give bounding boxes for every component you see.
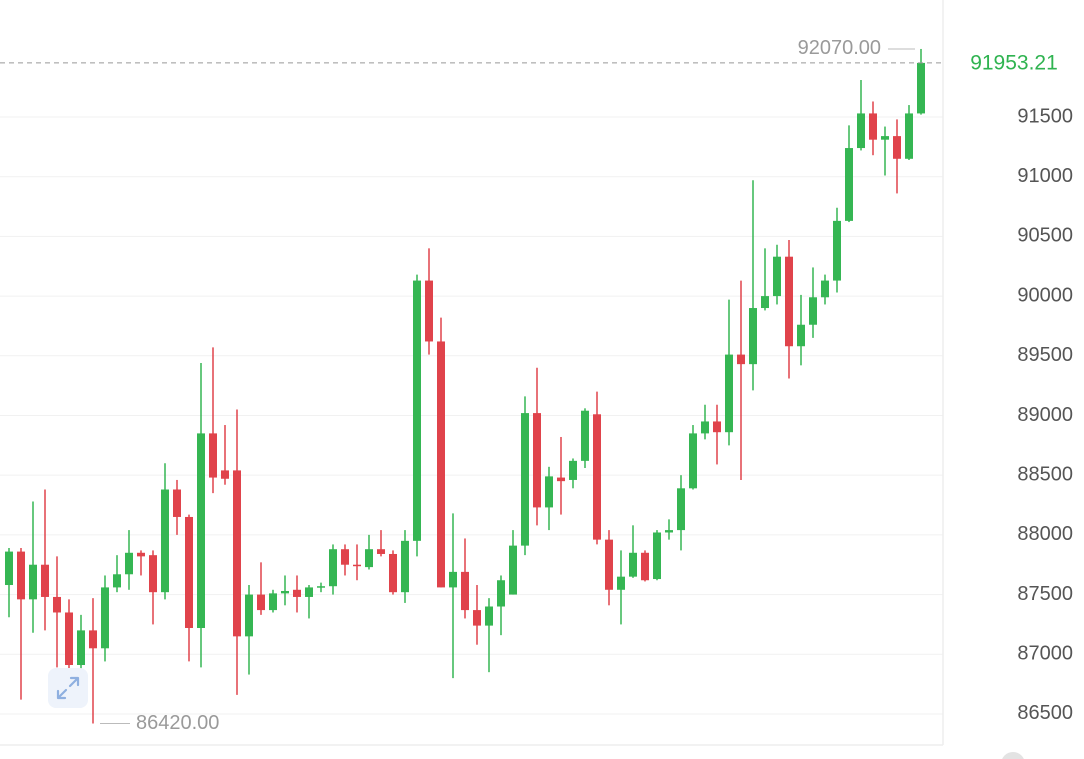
candle-body [713, 421, 721, 433]
candle-body [689, 433, 697, 489]
candle-body [857, 113, 865, 149]
candle-body [473, 610, 481, 626]
candle-body [569, 460, 577, 480]
candle-body [869, 113, 877, 140]
scroll-button[interactable] [1001, 752, 1025, 759]
candle-body [341, 549, 349, 565]
candle-body [545, 476, 553, 508]
candle-body [821, 280, 829, 298]
candle-body [221, 470, 229, 479]
candle-body [701, 421, 709, 434]
last-price-label: 91953.21 [970, 51, 1058, 74]
candle-body [281, 590, 289, 594]
y-tick-label: 91500 [1017, 105, 1073, 127]
y-tick-label: 89500 [1017, 344, 1073, 366]
candle-body [809, 297, 817, 325]
candle-body [389, 553, 397, 593]
candle-body [617, 576, 625, 590]
candle-body [533, 413, 541, 508]
candle-body [125, 552, 133, 575]
candle-body [173, 489, 181, 517]
candle-body [737, 354, 745, 365]
candle-body [665, 530, 673, 533]
candle-body [245, 594, 253, 637]
candle-body [41, 564, 49, 597]
candle-body [185, 516, 193, 628]
candle-body [113, 574, 121, 588]
candle-body [509, 545, 517, 595]
candle-body [905, 113, 913, 159]
candle-body [557, 477, 565, 482]
candle-body [773, 256, 781, 297]
y-tick-label: 88500 [1017, 463, 1073, 485]
candle-body [917, 62, 925, 114]
candle-body [677, 488, 685, 531]
candle-body [497, 580, 505, 607]
candle-body [257, 594, 265, 611]
low-label: 86420.00 [136, 712, 219, 734]
candle-body [425, 280, 433, 342]
candle-body [377, 549, 385, 554]
candle-body [581, 410, 589, 461]
candle-body [77, 630, 85, 666]
candle-body [149, 555, 157, 593]
candle-body [749, 308, 757, 365]
candle-body [485, 606, 493, 626]
candle-body [653, 532, 661, 580]
candle-body [785, 256, 793, 347]
y-tick-label: 87500 [1017, 583, 1073, 605]
candle-body [161, 489, 169, 593]
last-price-bg [950, 46, 1082, 79]
candle-body [329, 549, 337, 587]
candle-body [845, 148, 853, 221]
candle-body [293, 589, 301, 597]
plot: 86500 87000 87500 88000 88500 89000 89500 90000… [0, 37, 1082, 734]
y-tick-label: 90500 [1017, 225, 1073, 247]
candle-body [833, 220, 841, 281]
y-tick-label: 90000 [1017, 284, 1073, 306]
candle-body [881, 136, 889, 140]
candle-body [797, 324, 805, 347]
y-tick-label: 88000 [1017, 523, 1073, 545]
candle-body [29, 564, 37, 600]
candle-body [89, 630, 97, 649]
candle-body [305, 587, 313, 597]
high-label: 92070.00 [798, 37, 881, 59]
y-tick-label: 87000 [1017, 643, 1073, 665]
candle-body [137, 552, 145, 557]
candle-body [449, 571, 457, 588]
candle-body [197, 433, 205, 628]
y-tick-label: 89000 [1017, 404, 1073, 426]
expand-icon[interactable] [48, 668, 88, 708]
candle-body [521, 413, 529, 546]
candle-body [413, 280, 421, 541]
candle-body [401, 540, 409, 593]
candle-body [437, 341, 445, 588]
candle-body [5, 551, 13, 586]
candle-body [893, 136, 901, 159]
candle-body [317, 586, 325, 588]
candle-body [593, 414, 601, 540]
candle-body [17, 551, 25, 600]
candle-body [53, 596, 61, 613]
candle-body [605, 539, 613, 590]
y-tick-label: 86500 [1017, 702, 1073, 724]
candle-body [101, 587, 109, 649]
candle-body [761, 296, 769, 309]
candle-body [233, 470, 241, 637]
candle-body [629, 552, 637, 577]
candle-body [269, 593, 277, 611]
candle-body [353, 564, 361, 567]
candle-body [65, 612, 73, 666]
candle-body [725, 354, 733, 433]
candle-body [209, 433, 217, 478]
candle-body [461, 571, 469, 611]
y-tick-label: 91000 [1017, 165, 1073, 187]
candle-body [641, 552, 649, 581]
candle-body [365, 549, 373, 568]
